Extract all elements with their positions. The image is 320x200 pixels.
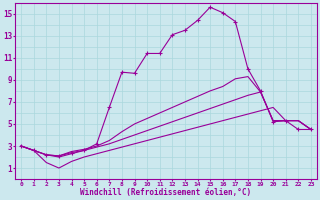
X-axis label: Windchill (Refroidissement éolien,°C): Windchill (Refroidissement éolien,°C) <box>80 188 252 197</box>
